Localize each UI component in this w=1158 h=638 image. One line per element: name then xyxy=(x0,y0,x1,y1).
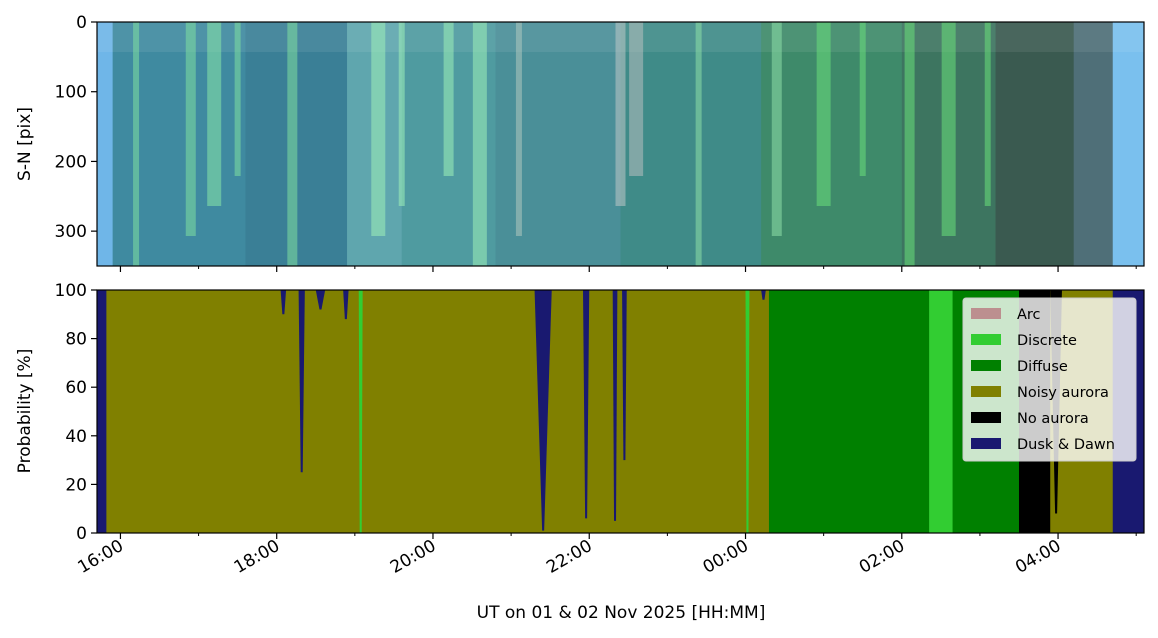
probability-segment xyxy=(768,290,782,533)
probability-x-ticks: 16:00 18:00 20:00 22:00 00:00 02:00 04:00 xyxy=(75,533,1137,578)
keogram-y-tick-label: 200 xyxy=(55,152,87,172)
x-tick-label: 22:00 xyxy=(543,536,595,578)
keogram-aurora-streak xyxy=(904,22,915,266)
keogram-aurora-streak xyxy=(816,22,831,206)
x-tick-label: 18:00 xyxy=(231,536,283,578)
probability-y-tick-label: 20 xyxy=(65,475,87,495)
probability-y-tick-label: 80 xyxy=(65,330,87,350)
legend-label: Discrete xyxy=(1017,333,1077,349)
legend-swatch xyxy=(971,360,1001,371)
probability-y-tick-label: 100 xyxy=(55,281,87,301)
legend-swatch xyxy=(971,386,1001,397)
probability-segment xyxy=(106,290,692,533)
keogram-band xyxy=(761,22,903,266)
x-axis-label: UT on 01 & 02 Nov 2025 [HH:MM] xyxy=(477,603,766,623)
keogram-aurora-streak xyxy=(287,22,298,266)
legend-swatch xyxy=(971,438,1001,449)
keogram-panel: 0 100 200 300 S-N [pix] xyxy=(15,13,1145,272)
probability-y-tick-label: 0 xyxy=(76,524,87,544)
probability-segment xyxy=(929,290,954,533)
legend-label: Diffuse xyxy=(1017,359,1068,375)
keogram-aurora-streak xyxy=(234,22,241,176)
probability-dip xyxy=(582,290,590,519)
keogram-x-ticks xyxy=(119,266,1137,272)
legend-box xyxy=(962,297,1137,462)
keogram-image xyxy=(97,22,1144,266)
keogram-y-tick-label: 300 xyxy=(55,222,87,242)
keogram-aurora-streak xyxy=(984,22,991,206)
keogram-band xyxy=(97,22,114,266)
probability-dip xyxy=(358,290,363,533)
probability-segment xyxy=(780,290,930,533)
probability-segment xyxy=(97,290,107,533)
probability-dip xyxy=(612,290,618,521)
keogram-y-ticks: 0 100 200 300 xyxy=(55,13,97,242)
keogram-frame xyxy=(96,21,1145,267)
keogram-y-tick-label: 100 xyxy=(55,83,87,103)
keogram-aurora-streak xyxy=(859,22,866,176)
keogram-aurora-streak xyxy=(695,22,702,266)
keogram-aurora-streak xyxy=(615,22,626,206)
x-tick-label: 20:00 xyxy=(387,536,439,578)
probability-dip xyxy=(298,290,305,473)
keogram-aurora-streak xyxy=(515,22,522,236)
keogram-band xyxy=(1112,22,1144,266)
keogram-aurora-streak xyxy=(133,22,140,266)
keogram-aurora-streak xyxy=(443,22,454,176)
keogram-band xyxy=(495,22,622,266)
legend-label: Dusk & Dawn xyxy=(1017,437,1115,453)
keogram-aurora-streak xyxy=(371,22,386,236)
probability-dip xyxy=(745,290,750,533)
keogram-aurora-streak xyxy=(771,22,782,236)
keogram-aurora-streak xyxy=(185,22,196,236)
x-tick-label: 02:00 xyxy=(856,536,908,578)
probability-y-tick-label: 40 xyxy=(65,427,87,447)
probability-dip xyxy=(761,290,766,300)
keogram-ylabel: S-N [pix] xyxy=(15,107,35,181)
keogram-band xyxy=(112,22,247,266)
legend-swatch xyxy=(971,334,1001,345)
probability-y-ticks: 0 20 40 60 80 100 xyxy=(55,281,97,544)
probability-dip xyxy=(315,290,326,310)
legend-swatch xyxy=(971,412,1001,423)
probability-dip xyxy=(622,290,627,461)
keogram-aurora-streak xyxy=(941,22,956,236)
x-tick-label: 00:00 xyxy=(700,536,752,578)
probability-dip xyxy=(280,290,287,315)
probability-y-tick-label: 60 xyxy=(65,378,87,398)
keogram-band xyxy=(620,22,762,266)
x-tick-label: 04:00 xyxy=(1012,536,1064,578)
probability-area-plot xyxy=(97,290,1144,533)
probability-ylabel: Probability [%] xyxy=(15,349,35,474)
keogram-aurora-streak xyxy=(629,22,644,176)
probability-frame xyxy=(96,289,1145,534)
keogram-band xyxy=(1073,22,1114,266)
legend-label: No aurora xyxy=(1017,411,1089,427)
probability-segment xyxy=(690,290,770,533)
keogram-aurora-streak xyxy=(398,22,405,206)
legend-label: Arc xyxy=(1017,307,1041,323)
keogram-y-tick-label: 0 xyxy=(76,13,87,33)
keogram-band xyxy=(995,22,1075,266)
keogram-aurora-streak xyxy=(207,22,222,206)
legend-swatch xyxy=(971,308,1001,319)
probability-dip xyxy=(343,290,349,320)
keogram-aurora-streak xyxy=(472,22,487,266)
legend-label: Noisy aurora xyxy=(1017,385,1109,401)
probability-dip xyxy=(534,290,552,531)
legend: Arc Discrete Diffuse Noisy aurora No aurora D… xyxy=(962,297,1137,462)
